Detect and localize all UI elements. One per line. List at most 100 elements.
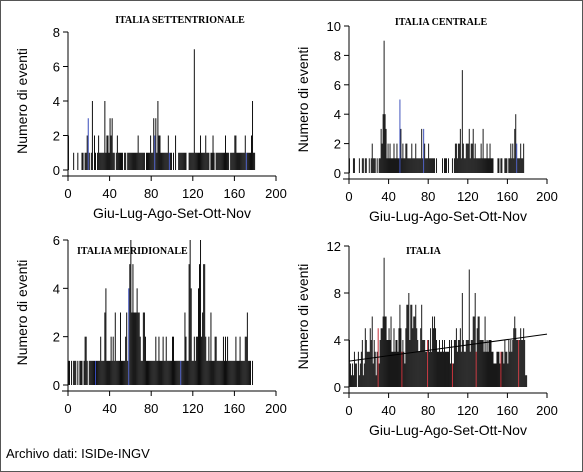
bar xyxy=(417,158,419,173)
bar xyxy=(428,143,430,173)
bar xyxy=(501,351,503,387)
bar xyxy=(236,360,238,385)
x-tick-label: 40 xyxy=(102,401,116,416)
bar xyxy=(248,152,250,170)
bar xyxy=(353,351,355,387)
bar xyxy=(238,360,240,385)
bar xyxy=(117,360,119,385)
bar xyxy=(178,152,180,170)
bar xyxy=(169,360,171,385)
y-tick-label: 2 xyxy=(334,137,341,152)
bar xyxy=(450,340,452,387)
bar xyxy=(219,152,221,170)
bar xyxy=(178,360,180,385)
bar xyxy=(132,152,134,170)
bar xyxy=(359,363,361,387)
bar xyxy=(380,328,382,387)
bar xyxy=(481,158,483,173)
bar xyxy=(245,152,247,170)
bar xyxy=(217,152,219,170)
bar xyxy=(476,328,478,387)
bar xyxy=(396,340,398,387)
bar xyxy=(488,340,490,387)
bar xyxy=(473,158,475,173)
bar xyxy=(476,158,478,173)
bar xyxy=(183,152,185,170)
x-tick-label: 40 xyxy=(381,189,395,204)
bar xyxy=(446,158,447,173)
bar xyxy=(228,152,230,170)
x-tick-label: 0 xyxy=(345,403,352,418)
bar xyxy=(505,351,507,387)
bar xyxy=(391,351,393,387)
bar xyxy=(233,360,235,385)
bar xyxy=(95,152,96,170)
bar xyxy=(245,336,247,385)
bar xyxy=(86,360,88,385)
y-axis-label: Numero di eventi xyxy=(14,260,30,366)
bar xyxy=(243,360,245,385)
bar xyxy=(139,152,141,170)
bar xyxy=(214,336,216,385)
bar xyxy=(85,152,87,170)
bar xyxy=(110,135,112,170)
x-tick-label: 80 xyxy=(144,186,158,201)
bar xyxy=(381,143,383,173)
bar xyxy=(487,351,489,387)
bar xyxy=(224,360,225,385)
bar xyxy=(391,158,393,173)
bar xyxy=(113,360,115,385)
bar xyxy=(393,143,395,173)
bar xyxy=(376,158,378,173)
bar xyxy=(498,158,500,173)
bar xyxy=(244,336,246,385)
bar xyxy=(118,360,120,385)
x-tick-label: 0 xyxy=(64,186,71,201)
bar xyxy=(184,152,186,170)
bar xyxy=(454,143,456,173)
bar xyxy=(357,351,359,387)
bar xyxy=(486,143,488,173)
bar xyxy=(415,304,417,387)
bar xyxy=(353,158,355,173)
bar xyxy=(351,363,353,387)
bar xyxy=(206,152,208,170)
bar xyxy=(114,312,116,385)
bar xyxy=(153,118,155,170)
bar xyxy=(430,328,432,387)
bar xyxy=(127,360,129,385)
bar xyxy=(372,158,374,173)
bar xyxy=(104,101,106,170)
bar xyxy=(422,340,424,387)
bar xyxy=(437,351,439,387)
bar xyxy=(371,316,373,387)
bar xyxy=(161,360,163,385)
bar xyxy=(130,240,132,385)
bar xyxy=(182,152,184,170)
bar xyxy=(126,312,128,385)
bar xyxy=(109,360,111,385)
bar xyxy=(413,316,415,387)
chart-title: ITALIA MERIDIONALE xyxy=(77,246,188,257)
bar xyxy=(186,360,188,385)
bar xyxy=(467,340,469,387)
bar xyxy=(169,152,171,170)
x-tick-label: 120 xyxy=(457,189,479,204)
bar xyxy=(209,360,211,385)
bar xyxy=(436,340,438,387)
bar xyxy=(477,316,479,387)
bar xyxy=(489,143,491,173)
bar xyxy=(474,293,476,387)
bar xyxy=(514,316,516,387)
bar xyxy=(403,351,405,387)
bar xyxy=(480,340,482,387)
bar xyxy=(417,340,419,387)
bar xyxy=(84,336,86,385)
bar xyxy=(471,340,473,387)
bar xyxy=(140,360,142,385)
bar xyxy=(431,158,433,173)
bar xyxy=(486,340,488,387)
bar xyxy=(138,152,140,170)
bar xyxy=(423,128,425,173)
bar xyxy=(504,340,506,387)
